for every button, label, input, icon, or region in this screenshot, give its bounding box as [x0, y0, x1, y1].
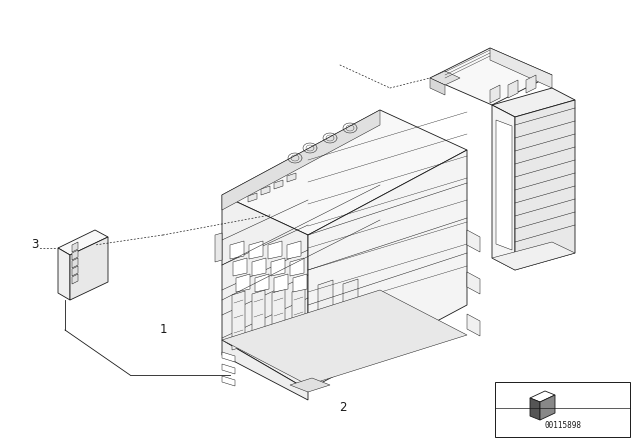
Polygon shape	[249, 241, 263, 259]
Polygon shape	[496, 120, 512, 250]
Polygon shape	[255, 274, 269, 292]
Text: 1: 1	[159, 323, 167, 336]
Polygon shape	[526, 75, 536, 93]
Polygon shape	[268, 241, 282, 259]
Polygon shape	[467, 230, 480, 252]
Polygon shape	[492, 105, 515, 270]
Polygon shape	[274, 274, 288, 292]
Polygon shape	[308, 150, 467, 390]
Polygon shape	[490, 85, 500, 103]
Polygon shape	[58, 230, 108, 255]
Polygon shape	[70, 237, 108, 300]
Polygon shape	[287, 173, 296, 182]
Polygon shape	[271, 169, 280, 178]
Polygon shape	[515, 100, 575, 270]
Polygon shape	[72, 258, 78, 268]
Polygon shape	[72, 250, 78, 260]
Polygon shape	[540, 395, 555, 420]
Polygon shape	[258, 175, 267, 184]
Polygon shape	[530, 391, 555, 402]
Polygon shape	[430, 48, 552, 105]
Polygon shape	[222, 290, 467, 385]
Polygon shape	[248, 193, 257, 202]
Bar	[495, 382, 630, 437]
Polygon shape	[233, 258, 247, 276]
Polygon shape	[290, 378, 330, 392]
Polygon shape	[292, 288, 305, 347]
Polygon shape	[222, 195, 308, 390]
Polygon shape	[287, 241, 301, 259]
Polygon shape	[284, 162, 293, 171]
Polygon shape	[492, 88, 575, 117]
Text: 3: 3	[31, 237, 39, 251]
Polygon shape	[72, 274, 78, 284]
Polygon shape	[222, 340, 308, 400]
Polygon shape	[492, 242, 575, 270]
Polygon shape	[508, 80, 518, 98]
Polygon shape	[467, 314, 480, 336]
Polygon shape	[293, 274, 307, 292]
Polygon shape	[252, 290, 265, 349]
Polygon shape	[343, 279, 358, 344]
Polygon shape	[222, 364, 235, 374]
Polygon shape	[274, 180, 283, 189]
Polygon shape	[230, 241, 244, 259]
Polygon shape	[232, 291, 245, 350]
Polygon shape	[222, 376, 235, 386]
Polygon shape	[222, 110, 380, 210]
Polygon shape	[430, 78, 445, 95]
Text: 00115898: 00115898	[545, 421, 582, 430]
Polygon shape	[290, 258, 304, 276]
Text: 2: 2	[339, 401, 346, 414]
Polygon shape	[58, 248, 70, 300]
Polygon shape	[490, 48, 552, 88]
Polygon shape	[236, 274, 250, 292]
Polygon shape	[271, 258, 285, 276]
Polygon shape	[467, 272, 480, 294]
Polygon shape	[72, 242, 78, 252]
Polygon shape	[272, 289, 285, 348]
Polygon shape	[222, 110, 467, 235]
Polygon shape	[318, 280, 333, 345]
Polygon shape	[252, 258, 266, 276]
Polygon shape	[430, 71, 460, 85]
Polygon shape	[261, 186, 270, 195]
Polygon shape	[530, 398, 540, 420]
Polygon shape	[245, 182, 254, 191]
Polygon shape	[215, 233, 222, 262]
Polygon shape	[72, 266, 78, 276]
Polygon shape	[222, 352, 235, 362]
